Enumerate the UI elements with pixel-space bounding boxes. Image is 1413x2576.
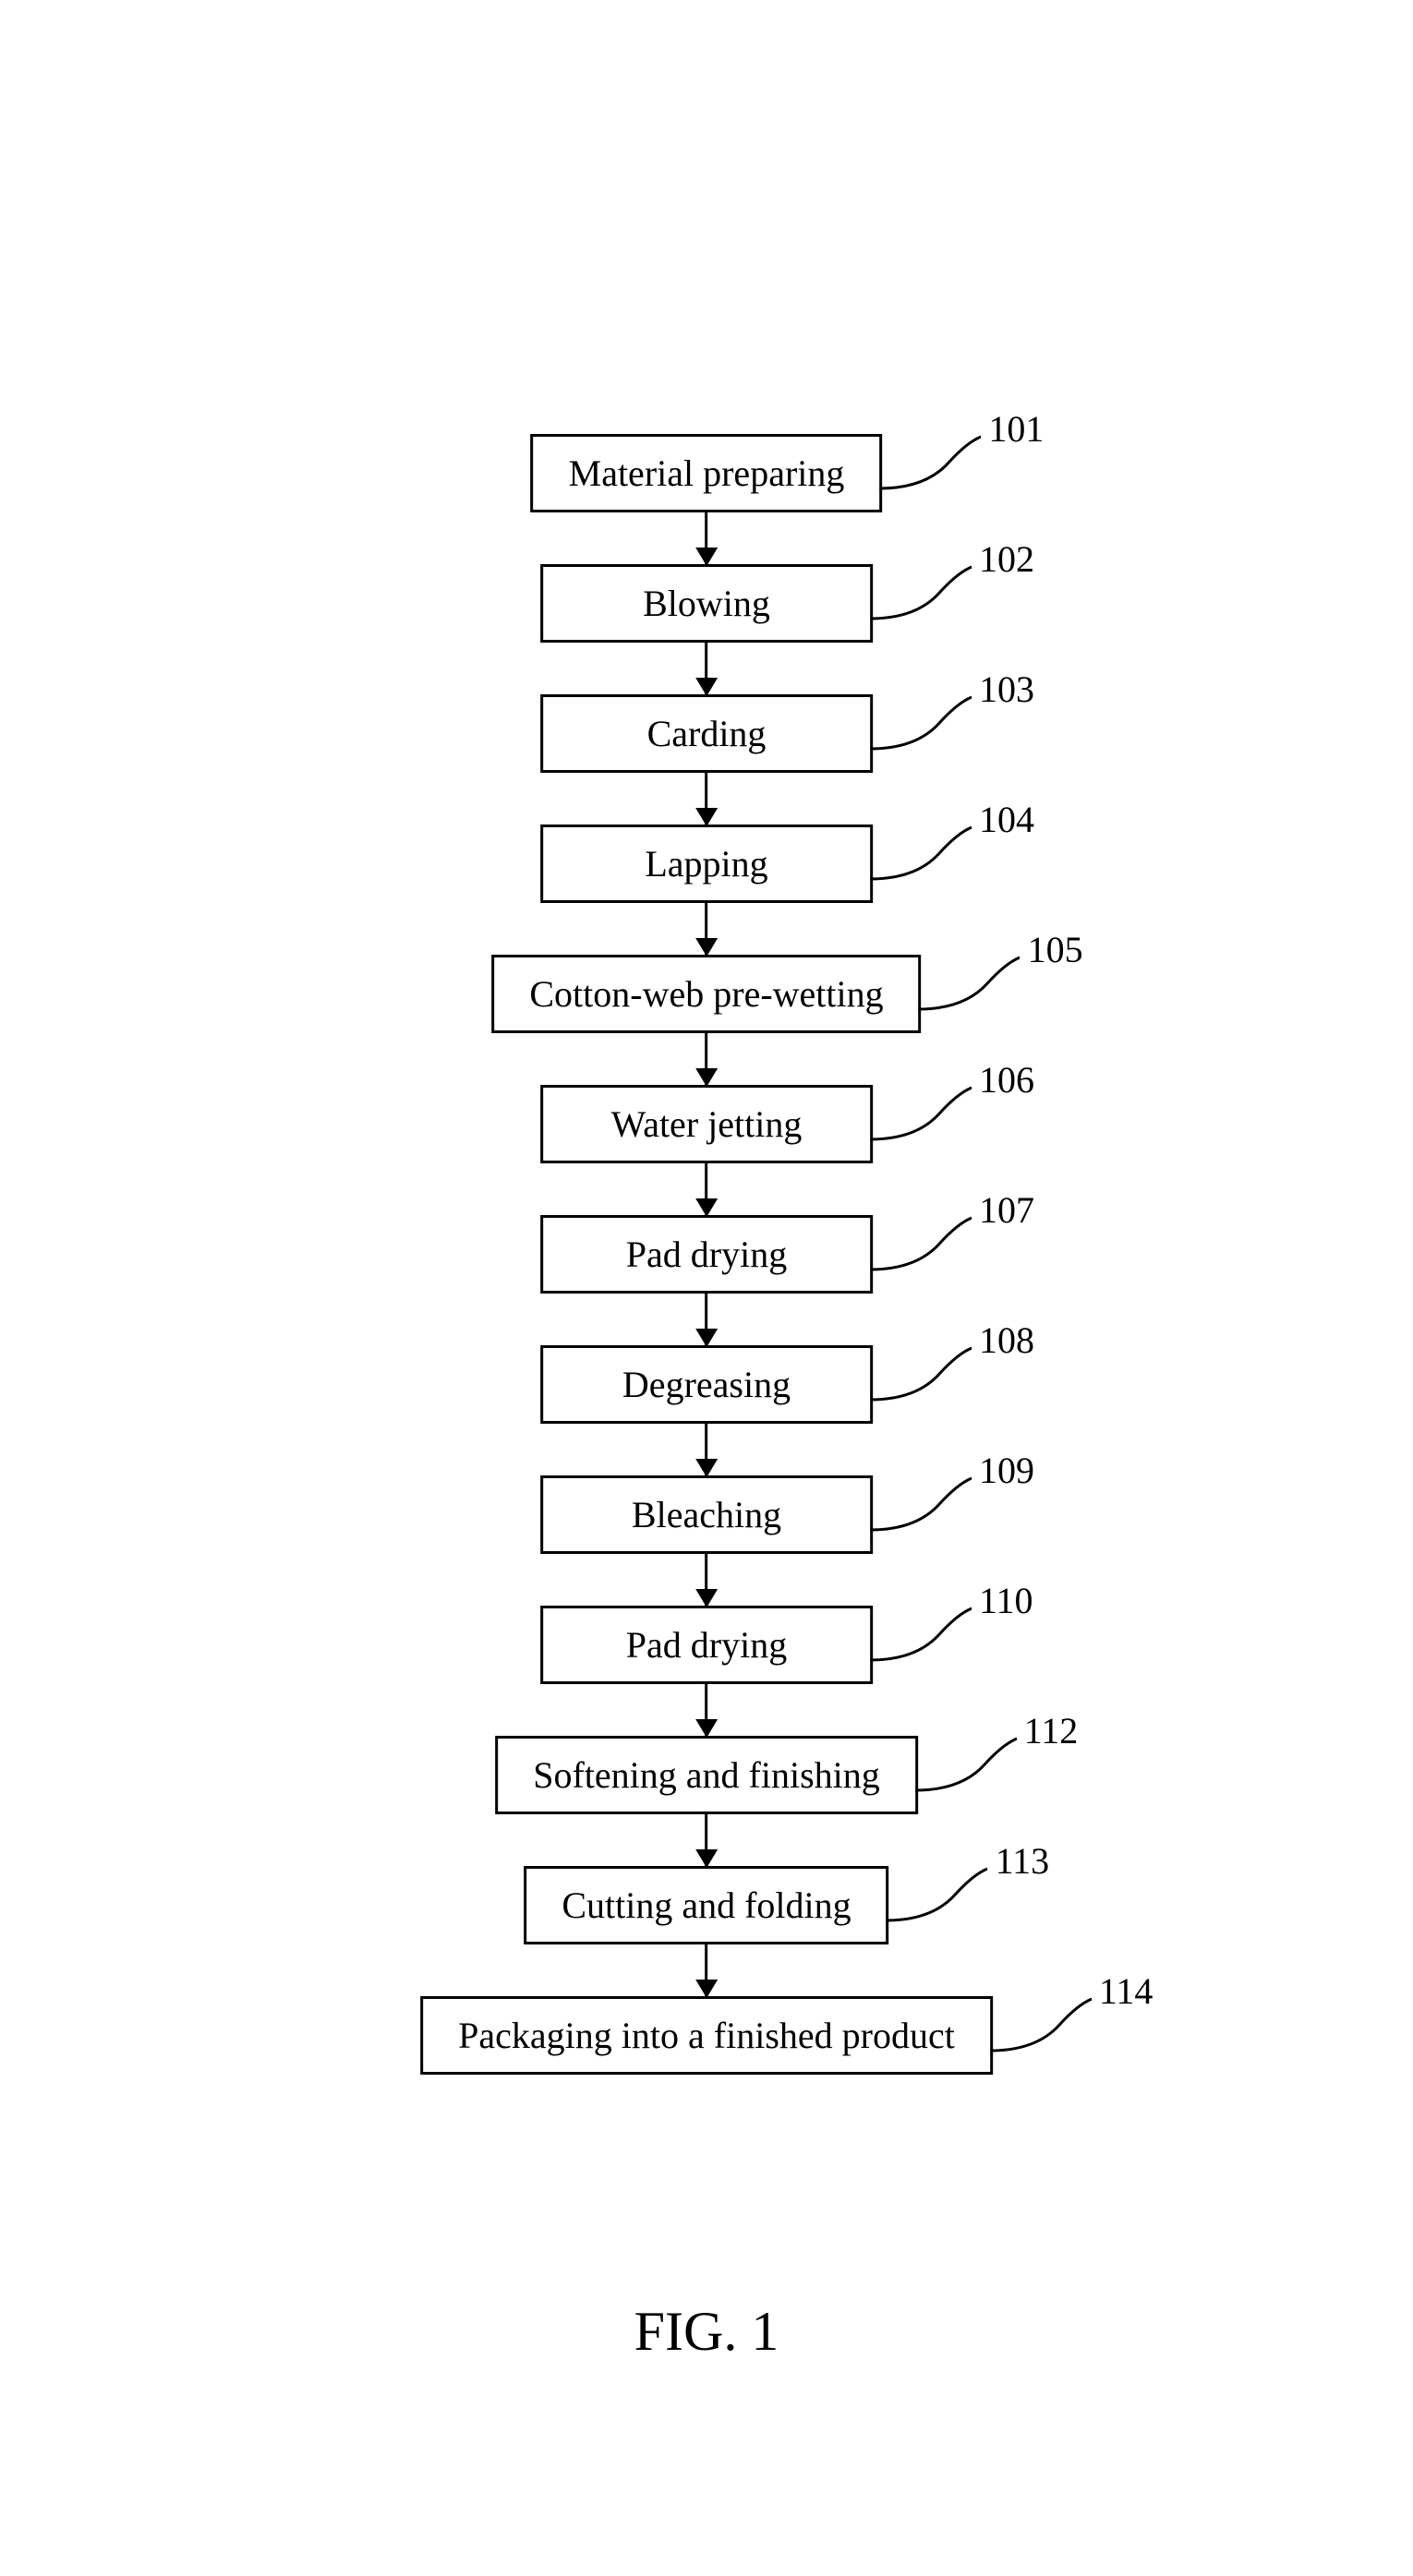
process-flowchart: Material preparing 101 Blowing 102 — [420, 434, 993, 2075]
step-box: Degreasing 108 — [540, 1345, 873, 1424]
step-box: Packaging into a finished product 114 — [420, 1996, 993, 2075]
step-label: Cutting and folding — [562, 1884, 851, 1926]
step-ref: 114 — [1099, 1969, 1153, 2013]
step-103: Carding 103 — [540, 694, 873, 825]
leader-line: 110 — [870, 1607, 1033, 1662]
step-label: Pad drying — [626, 1234, 787, 1275]
step-ref: 101 — [988, 407, 1044, 451]
leader-curve-icon — [870, 1476, 972, 1532]
step-label: Packaging into a finished product — [458, 2015, 955, 2056]
step-ref: 107 — [979, 1188, 1034, 1232]
leader-line: 104 — [870, 825, 1034, 881]
step-107: Pad drying 107 — [540, 1215, 873, 1345]
leader-curve-icon — [870, 825, 972, 881]
leader-line: 102 — [870, 565, 1034, 620]
step-label: Blowing — [643, 583, 770, 624]
leader-curve-icon — [915, 1737, 1017, 1792]
arrow-icon — [706, 1033, 708, 1085]
leader-line: 107 — [870, 1216, 1034, 1271]
step-box: Cotton-web pre-wetting 105 — [491, 955, 921, 1033]
step-box: Softening and finishing 112 — [495, 1736, 918, 1814]
arrow-icon — [705, 1944, 707, 1996]
step-ref: 104 — [979, 798, 1034, 841]
leader-line: 109 — [870, 1476, 1034, 1532]
leader-line: 114 — [990, 1997, 1153, 2052]
leader-curve-icon — [919, 956, 1020, 1011]
step-label: Degreasing — [622, 1364, 791, 1405]
step-104: Lapping 104 — [540, 825, 873, 955]
leader-line: 106 — [870, 1086, 1034, 1141]
step-box: Lapping 104 — [540, 825, 873, 903]
step-ref: 103 — [979, 668, 1034, 711]
step-box: Cutting and folding 113 — [524, 1866, 888, 1944]
step-label: Carding — [647, 713, 767, 754]
step-label: Pad drying — [626, 1624, 787, 1666]
step-ref: 109 — [979, 1449, 1034, 1492]
leader-curve-icon — [879, 435, 981, 490]
step-label: Water jetting — [611, 1103, 803, 1145]
step-114: Packaging into a finished product 114 — [420, 1996, 993, 2075]
step-label: Cotton-web pre-wetting — [529, 973, 883, 1015]
step-101: Material preparing 101 — [531, 434, 883, 564]
figure-caption: FIG. 1 — [634, 2300, 779, 2364]
step-ref: 106 — [979, 1058, 1034, 1101]
step-109: Bleaching 109 — [540, 1475, 873, 1606]
leader-line: 101 — [879, 435, 1044, 490]
arrow-icon — [706, 1814, 708, 1866]
step-113: Cutting and folding 113 — [524, 1866, 888, 1996]
leader-curve-icon — [887, 1867, 988, 1922]
step-ref: 113 — [996, 1839, 1050, 1883]
leader-line: 105 — [919, 956, 1083, 1011]
arrow-icon — [706, 1424, 708, 1475]
step-ref: 108 — [979, 1318, 1034, 1362]
step-box: Bleaching 109 — [540, 1475, 873, 1554]
step-box: Water jetting 106 — [540, 1085, 873, 1163]
step-box: Blowing 102 — [540, 564, 873, 643]
step-label: Material preparing — [569, 452, 845, 494]
arrow-icon — [706, 903, 708, 955]
step-106: Water jetting 106 — [540, 1085, 873, 1215]
arrow-icon — [706, 1163, 708, 1215]
leader-curve-icon — [870, 695, 972, 751]
leader-line: 113 — [887, 1867, 1050, 1922]
arrow-icon — [706, 512, 708, 564]
arrow-icon — [706, 1554, 708, 1606]
step-108: Degreasing 108 — [540, 1345, 873, 1475]
step-105: Cotton-web pre-wetting 105 — [491, 955, 921, 1085]
step-ref: 105 — [1028, 928, 1083, 971]
leader-curve-icon — [870, 1346, 972, 1402]
step-112: Softening and finishing 112 — [495, 1736, 918, 1866]
step-ref: 102 — [979, 537, 1034, 581]
leader-curve-icon — [870, 1607, 972, 1662]
step-box: Material preparing 101 — [531, 434, 883, 512]
leader-curve-icon — [870, 1216, 972, 1271]
leader-line: 103 — [870, 695, 1034, 751]
leader-curve-icon — [870, 565, 972, 620]
step-102: Blowing 102 — [540, 564, 873, 694]
step-label: Bleaching — [632, 1494, 781, 1535]
arrow-icon — [706, 643, 708, 694]
step-label: Lapping — [645, 843, 767, 885]
leader-curve-icon — [990, 1997, 1092, 2052]
leader-line: 112 — [915, 1737, 1079, 1792]
step-ref: 110 — [979, 1579, 1033, 1622]
step-box: Pad drying 110 — [540, 1606, 873, 1684]
arrow-icon — [706, 1294, 708, 1345]
arrow-icon — [706, 1684, 708, 1736]
step-ref: 112 — [1024, 1709, 1079, 1752]
step-label: Softening and finishing — [533, 1754, 880, 1796]
step-110: Pad drying 110 — [540, 1606, 873, 1736]
step-box: Pad drying 107 — [540, 1215, 873, 1294]
arrow-icon — [706, 773, 708, 825]
leader-curve-icon — [870, 1086, 972, 1141]
leader-line: 108 — [870, 1346, 1034, 1402]
step-box: Carding 103 — [540, 694, 873, 773]
